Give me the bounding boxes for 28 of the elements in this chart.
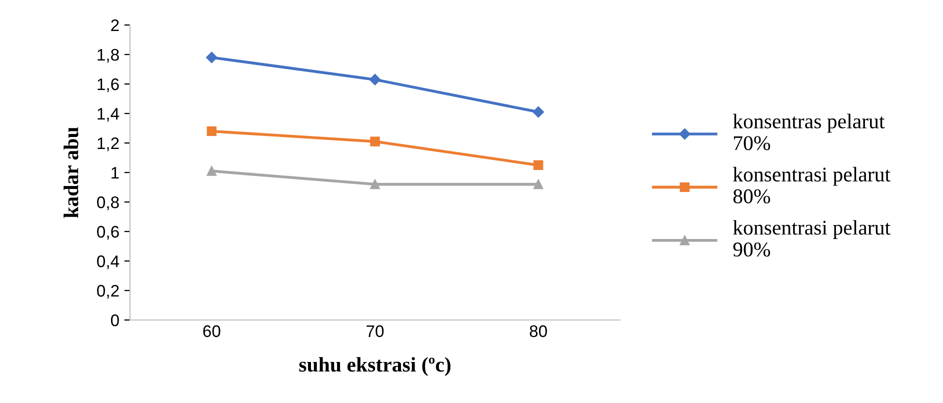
y-tick-label: 1,4 [98, 108, 120, 122]
point [370, 136, 380, 146]
x-axis-title: suhu ekstrasi (ºc) [299, 357, 450, 376]
legend-label: konsentrasi pelarut 90% [733, 220, 890, 257]
y-tick-label: 0,8 [97, 196, 119, 210]
y-tick-label: 1,2 [98, 137, 119, 152]
y-tick-label: 0 [110, 314, 119, 326]
point [370, 179, 380, 190]
x-tick-label: 70 [366, 325, 384, 338]
y-tick-label: 2 [111, 19, 119, 32]
point [533, 160, 544, 170]
y-tick-label: 0,4 [97, 255, 120, 270]
point [206, 166, 217, 176]
y-axis-title: kadar abu [64, 127, 78, 218]
point [206, 126, 217, 136]
legend-label: konsentras pelarut 70% [733, 114, 885, 150]
y-tick-label: 0,2 [97, 284, 119, 299]
y-tick-label: 1,8 [98, 48, 119, 63]
x-tick-label: 60 [203, 325, 220, 338]
point [369, 74, 381, 86]
legend-label: konsentrasi pelarut 80% [733, 166, 890, 204]
point [533, 179, 544, 190]
x-tick-label: 80 [530, 325, 547, 338]
y-tick-label: 0,6 [97, 226, 119, 240]
point [532, 106, 544, 118]
point [206, 52, 218, 64]
y-tick-label: 1 [112, 167, 119, 179]
y-tick-label: 1,6 [98, 78, 119, 92]
